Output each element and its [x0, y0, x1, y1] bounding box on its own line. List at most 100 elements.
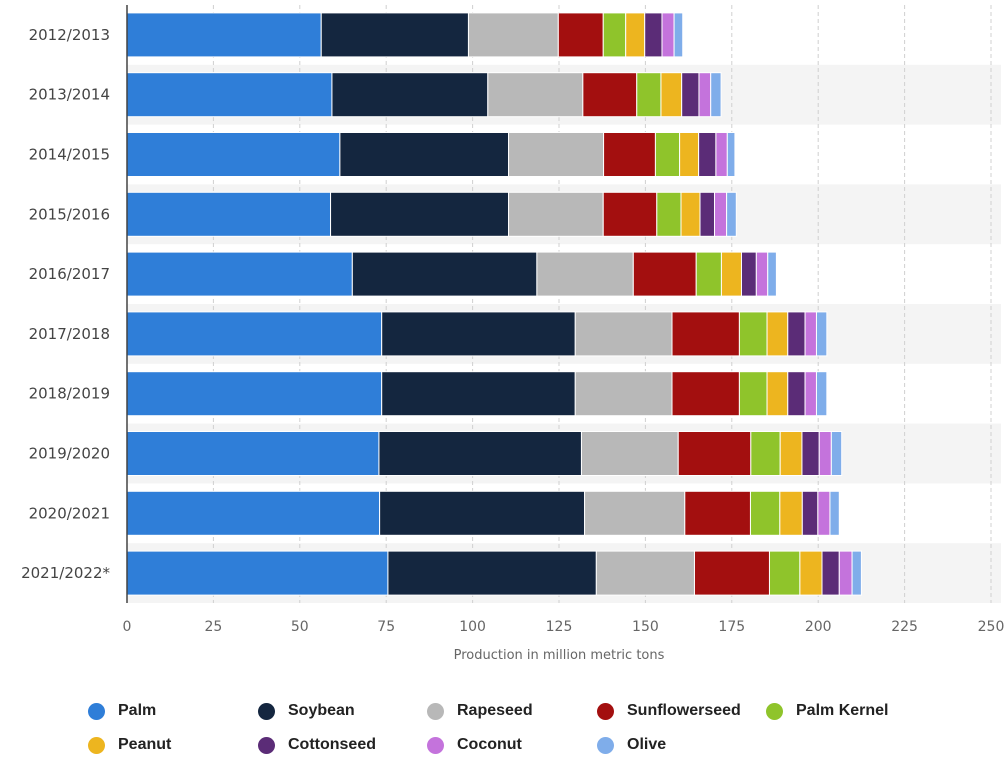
bar-segment[interactable]	[817, 490, 831, 536]
bar-segment[interactable]	[738, 371, 768, 417]
legend-item[interactable]: Cottonseed	[258, 736, 376, 754]
bar-segment[interactable]	[595, 550, 695, 596]
bar-segment[interactable]	[787, 371, 806, 417]
legend-item[interactable]: Peanut	[88, 736, 171, 754]
bar-segment[interactable]	[851, 550, 862, 596]
bar-segment[interactable]	[815, 311, 828, 357]
bar-segment[interactable]	[767, 251, 777, 297]
bar-segment[interactable]	[699, 191, 716, 237]
legend-item[interactable]: Coconut	[427, 736, 522, 754]
bar-segment[interactable]	[715, 132, 728, 177]
bar-segment[interactable]	[726, 191, 737, 237]
bar-segment[interactable]	[126, 132, 341, 177]
bar-segment[interactable]	[830, 431, 843, 476]
bar-segment[interactable]	[654, 132, 681, 177]
bar-segment[interactable]	[801, 431, 820, 476]
bar-segment[interactable]	[126, 311, 383, 357]
bar-segment[interactable]	[632, 251, 697, 297]
bar-segment[interactable]	[320, 12, 469, 58]
bar-segment[interactable]	[714, 191, 728, 237]
bar-segment[interactable]	[720, 251, 742, 297]
legend-item[interactable]: Palm	[88, 702, 156, 720]
bar-segment[interactable]	[126, 371, 383, 417]
legend-marker	[597, 702, 614, 720]
bar-segment[interactable]	[821, 550, 840, 596]
bar-segment[interactable]	[379, 490, 586, 536]
legend-item[interactable]: Olive	[597, 736, 666, 754]
bar-segment[interactable]	[818, 431, 832, 476]
bar-segment[interactable]	[804, 371, 817, 417]
bar-segment[interactable]	[710, 72, 722, 118]
bar-segment[interactable]	[378, 431, 582, 476]
bar-segment[interactable]	[574, 311, 673, 357]
bar-segment[interactable]	[679, 132, 700, 177]
bar-segment[interactable]	[677, 431, 752, 476]
bar-segment[interactable]	[557, 12, 604, 58]
bar-segment[interactable]	[602, 12, 627, 58]
bar-segment[interactable]	[799, 550, 823, 596]
bar-segment[interactable]	[829, 490, 840, 536]
bar-segment[interactable]	[671, 311, 740, 357]
bar-segment[interactable]	[584, 490, 686, 536]
bar-segment[interactable]	[838, 550, 853, 596]
bar-segment[interactable]	[126, 550, 389, 596]
bar-segment[interactable]	[636, 72, 662, 118]
legend-item[interactable]: Rapeseed	[427, 702, 533, 720]
bar-segment[interactable]	[815, 371, 828, 417]
bar-segment[interactable]	[487, 72, 584, 118]
bar-segment[interactable]	[126, 72, 333, 118]
bar-segment[interactable]	[126, 490, 381, 536]
bar-segment[interactable]	[387, 550, 597, 596]
bar-segment[interactable]	[749, 490, 781, 536]
legend-item[interactable]: Sunflowerseed	[597, 702, 741, 720]
bar-segment[interactable]	[750, 431, 781, 476]
bar-segment[interactable]	[126, 12, 322, 58]
legend-item[interactable]: Soybean	[258, 702, 355, 720]
bar-segment[interactable]	[467, 12, 559, 58]
bar-segment[interactable]	[693, 550, 770, 596]
legend-item[interactable]: Palm Kernel	[766, 702, 888, 720]
bar-segment[interactable]	[330, 191, 510, 237]
bar-segment[interactable]	[695, 251, 722, 297]
bar-segment[interactable]	[661, 12, 675, 58]
bar-segment[interactable]	[698, 132, 717, 177]
bar-segment[interactable]	[508, 132, 605, 177]
bar-segment[interactable]	[381, 311, 576, 357]
bar-segment[interactable]	[660, 72, 683, 118]
bar-segment[interactable]	[768, 550, 801, 596]
bar-segment[interactable]	[698, 72, 712, 118]
bar-segment[interactable]	[766, 311, 789, 357]
bar-segment[interactable]	[673, 12, 684, 58]
bar-segment[interactable]	[582, 72, 638, 118]
bar-segment[interactable]	[671, 371, 740, 417]
bar-segment[interactable]	[656, 191, 682, 237]
bar-segment[interactable]	[681, 72, 700, 118]
bar-segment[interactable]	[766, 371, 789, 417]
bar-segment[interactable]	[680, 191, 701, 237]
bar-segment[interactable]	[339, 132, 510, 177]
bar-segment[interactable]	[536, 251, 634, 297]
bar-segment[interactable]	[779, 431, 803, 476]
bar-segment[interactable]	[625, 12, 646, 58]
bar-segment[interactable]	[351, 251, 538, 297]
bar-segment[interactable]	[726, 132, 736, 177]
bar-segment[interactable]	[126, 431, 380, 476]
bar-segment[interactable]	[740, 251, 757, 297]
bar-segment[interactable]	[603, 132, 656, 177]
bar-segment[interactable]	[331, 72, 489, 118]
bar-segment[interactable]	[787, 311, 806, 357]
bar-segment[interactable]	[574, 371, 673, 417]
bar-segment[interactable]	[126, 251, 353, 297]
bar-segment[interactable]	[755, 251, 769, 297]
bar-segment[interactable]	[801, 490, 819, 536]
bar-segment[interactable]	[126, 191, 332, 237]
bar-segment[interactable]	[779, 490, 803, 536]
bar-segment[interactable]	[381, 371, 576, 417]
bar-segment[interactable]	[738, 311, 768, 357]
bar-segment[interactable]	[508, 191, 604, 237]
bar-segment[interactable]	[580, 431, 679, 476]
bar-segment[interactable]	[644, 12, 663, 58]
bar-segment[interactable]	[684, 490, 751, 536]
bar-segment[interactable]	[804, 311, 817, 357]
bar-segment[interactable]	[602, 191, 658, 237]
